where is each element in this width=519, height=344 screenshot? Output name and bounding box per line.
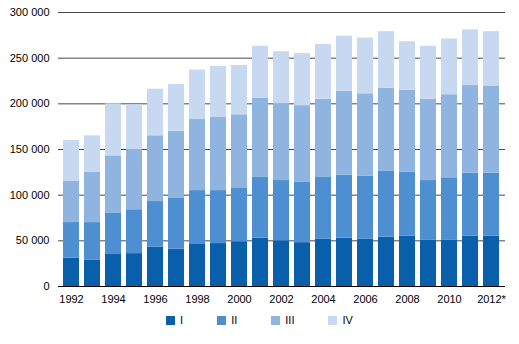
svg-text:1996: 1996 [143,293,167,305]
html-text:I: I [180,314,184,326]
svg-text:1998: 1998 [185,293,209,305]
svg-text:100 000: 100 000 [10,189,50,201]
html-text:II: II [231,314,238,326]
svg-text:250 000: 250 000 [10,52,50,64]
svg-text:2002: 2002 [269,293,293,305]
svg-text:2010: 2010 [437,293,461,305]
svg-text:0: 0 [43,280,49,292]
svg-text:1994: 1994 [101,293,125,305]
svg-text:2000: 2000 [227,293,251,305]
svg-text:50 000: 50 000 [16,234,50,246]
svg-text:150 000: 150 000 [10,143,50,155]
svg-text:300 000: 300 000 [10,6,50,18]
svg-text:200 000: 200 000 [10,97,50,109]
svg-text:2004: 2004 [311,293,335,305]
svg-text:2008: 2008 [395,293,419,305]
svg-text:2012*: 2012* [477,293,506,305]
html-text:IV: IV [342,314,353,326]
html-text:III: III [285,314,295,326]
svg-text:2006: 2006 [353,293,377,305]
svg-text:1992: 1992 [59,293,83,305]
